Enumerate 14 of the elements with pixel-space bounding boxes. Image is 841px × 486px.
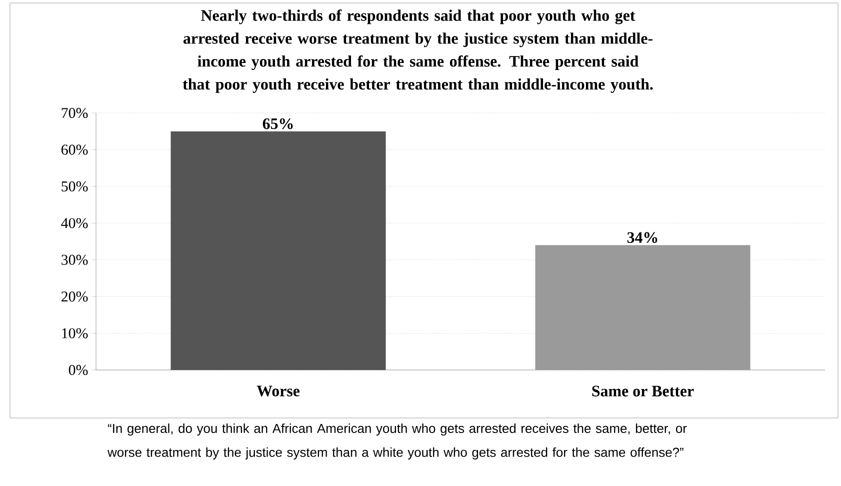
y-tick-label: 0% <box>68 364 88 376</box>
y-tick-label: 30% <box>62 254 88 265</box>
y-tick-label: 40% <box>61 218 88 228</box>
y-tick-label: 50% <box>62 181 88 192</box>
x-tick-label: Same or Better <box>592 386 694 396</box>
data-label: 34% <box>627 232 658 243</box>
y-tick-label: 60% <box>61 144 88 155</box>
data-label: 65% <box>262 118 293 130</box>
y-tick-label: 20% <box>62 291 88 302</box>
y-tick-label: 10% <box>62 328 88 338</box>
x-tick-label: Worse <box>256 386 300 396</box>
y-tick-label: 70% <box>62 108 88 118</box>
text: “In general, do you think an African American youth who gets arrested receives the same, better, or worse treatment by the justice system than a white youth who gets arrested for the same offense?” <box>108 424 687 460</box>
chart-title: Nearly two-thirds of respondents said that poor youth who get arrested receive worse treatment by the justice system than middle-income youth arrested for the same offense. Three percent said that poor youth receive better treatment than middle-income youth. <box>182 10 653 93</box>
